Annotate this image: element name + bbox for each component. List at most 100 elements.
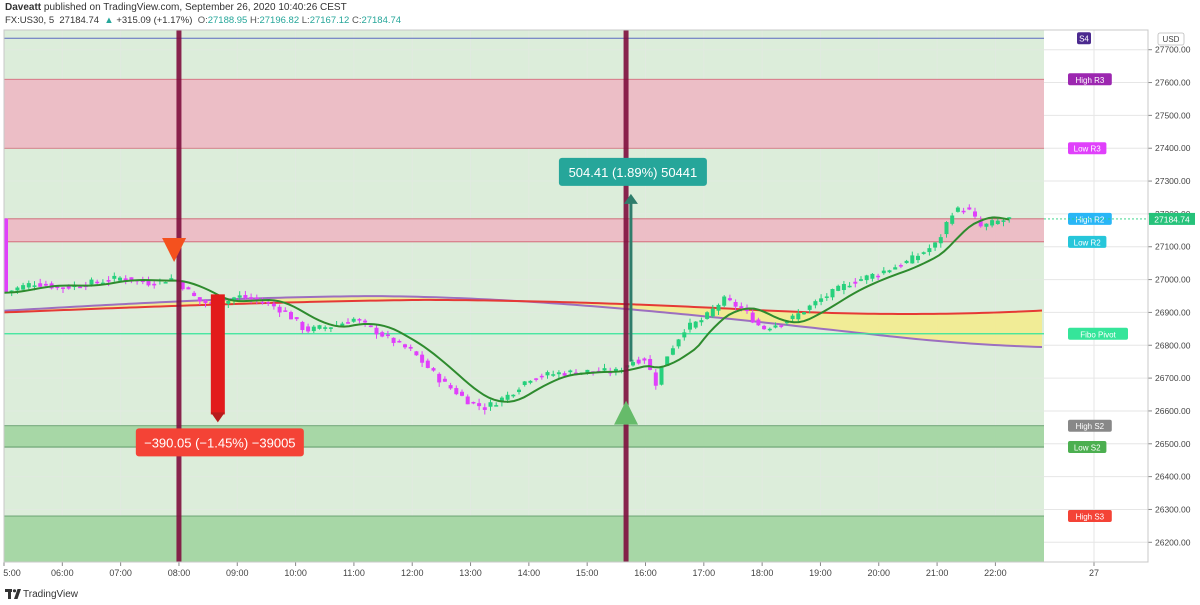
- candle-body: [78, 286, 83, 289]
- x-tick-label: 13:00: [459, 568, 482, 578]
- candle-body: [511, 394, 516, 397]
- candle-body: [328, 327, 333, 329]
- up-measure-label-box: [558, 157, 707, 186]
- candle-body: [368, 325, 373, 328]
- candle-body: [283, 310, 288, 312]
- price-chart[interactable]: −390.05 (−1.45%) −39005 504.41 (1.89%) 50…: [0, 0, 1200, 586]
- candle-body: [676, 339, 681, 347]
- candle-body: [43, 283, 48, 286]
- plot-border: [3, 29, 1149, 563]
- last-price: 27184.74: [59, 15, 100, 26]
- candle-body: [762, 325, 767, 330]
- y-tick-label: 26600.00: [1155, 406, 1191, 416]
- candle-body: [203, 300, 208, 304]
- x-tick-label: 5:00: [3, 568, 21, 578]
- x-tick-label: 11:00: [343, 568, 365, 578]
- pivot-label-box: [1068, 142, 1107, 155]
- candle-body: [277, 306, 282, 313]
- y-tick-label: 26900.00: [1155, 307, 1191, 317]
- y-axis-ticks: 26200.00 26300.00 26400.00 26500.00 26600.00…: [1148, 45, 1191, 547]
- candle-body: [425, 360, 430, 368]
- candle-body: [961, 210, 966, 213]
- candle-body: [984, 223, 989, 227]
- candle-body: [32, 285, 37, 287]
- candle-body: [613, 368, 618, 372]
- candle-body: [482, 407, 487, 410]
- candle-body: [659, 366, 664, 385]
- pivot-label-fibo-pivot: Fibo Pivot: [1068, 327, 1128, 340]
- candle-body: [517, 389, 521, 393]
- last-price-label: 27184.74: [1154, 214, 1190, 224]
- candle-body: [106, 280, 111, 282]
- candle-body: [403, 344, 407, 348]
- candle-body: [773, 325, 778, 328]
- candle-body: [973, 211, 977, 217]
- candle-body: [197, 297, 202, 302]
- pivot-label-box: [1068, 419, 1112, 432]
- candle-body: [186, 287, 191, 290]
- footer: TradingView: [0, 586, 300, 605]
- candle-body: [123, 278, 128, 281]
- candle-body: [306, 326, 311, 332]
- open-label: O:: [197, 15, 208, 26]
- candle-body: [346, 322, 350, 324]
- publish-info: published on TradingView.com, September …: [43, 2, 347, 13]
- candle-body: [562, 373, 567, 376]
- candle-body: [898, 265, 903, 267]
- pivot-label-high-s3: High S3: [1068, 510, 1112, 523]
- author-name[interactable]: Daveatt: [5, 2, 42, 13]
- candle-body: [249, 297, 254, 300]
- candle-body: [824, 296, 829, 298]
- tradingview-logo-icon[interactable]: [5, 588, 21, 600]
- candle-body: [864, 275, 869, 281]
- candle-body: [499, 397, 504, 403]
- candle-body: [921, 252, 926, 254]
- pivot-label-text: Low S2: [1074, 444, 1101, 453]
- x-tick-label: 16:00: [634, 568, 657, 578]
- x-tick-label: 12:00: [401, 568, 424, 578]
- candle-body: [887, 270, 892, 273]
- candle-body: [876, 275, 881, 278]
- candle-body: [294, 317, 299, 320]
- candle-body: [95, 281, 100, 284]
- candle-body: [967, 207, 972, 210]
- candle-body: [100, 282, 105, 285]
- candle-body: [169, 278, 174, 280]
- candle-body: [750, 312, 755, 323]
- candle-body: [688, 322, 692, 330]
- high-label: H:: [249, 15, 260, 26]
- y-tick-label: 27500.00: [1155, 110, 1191, 120]
- x-tick-label: 10:00: [284, 568, 307, 578]
- candle-body: [602, 368, 607, 371]
- candle-body: [870, 273, 875, 279]
- candle-body: [739, 306, 744, 308]
- candle-body: [670, 348, 675, 355]
- y-tick-label: 27400.00: [1155, 143, 1191, 153]
- candle-body: [796, 313, 801, 320]
- candle-body: [232, 297, 236, 301]
- candle-body: [893, 267, 898, 270]
- candle-body: [631, 362, 635, 366]
- candle-body: [699, 320, 704, 323]
- candle-body: [61, 287, 65, 289]
- up-triangle-icon: ▲: [104, 15, 114, 26]
- pivot-label-text: S4: [1079, 35, 1089, 44]
- candle-body: [539, 375, 544, 378]
- candle-body: [653, 372, 658, 386]
- brand-name: TradingView: [23, 589, 79, 600]
- candle-body: [460, 391, 464, 396]
- pivot-label-text: High S2: [1076, 422, 1105, 431]
- candle-body: [556, 372, 561, 375]
- candle-body: [237, 295, 242, 298]
- candle-body: [4, 218, 8, 293]
- candle-body: [374, 327, 379, 335]
- low-label: L:: [301, 15, 310, 26]
- close-value: 27184.74: [361, 15, 402, 26]
- candle-body: [779, 325, 784, 327]
- sell-signal-icon: [162, 238, 187, 263]
- candle-body: [505, 394, 510, 400]
- candle-body: [55, 286, 60, 289]
- resistance-zone: [4, 79, 1044, 149]
- x-tick-label: 07:00: [109, 568, 132, 578]
- pivot-label-box: [1068, 510, 1112, 523]
